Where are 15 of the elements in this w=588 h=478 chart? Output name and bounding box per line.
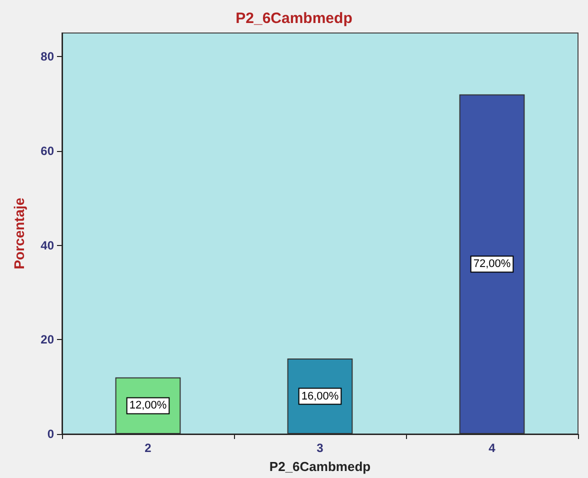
y-tick-label: 60	[40, 144, 54, 158]
chart-title: P2_6Cambmedp	[236, 10, 352, 27]
x-axis-title: P2_6Cambmedp	[269, 459, 371, 474]
bar	[459, 94, 525, 434]
y-tick-label: 80	[40, 50, 54, 64]
data-label: 72,00%	[473, 258, 511, 270]
x-tick-label: 4	[488, 441, 496, 455]
y-tick-label: 0	[47, 427, 54, 441]
y-tick-label: 20	[40, 332, 54, 347]
data-label: 12,00%	[129, 400, 167, 412]
data-label: 16,00%	[301, 390, 339, 402]
x-tick-label: 2	[144, 441, 152, 455]
x-tick-label: 3	[316, 441, 324, 455]
y-tick-label: 40	[40, 238, 54, 252]
y-axis-title: Porcentaje	[11, 197, 27, 270]
